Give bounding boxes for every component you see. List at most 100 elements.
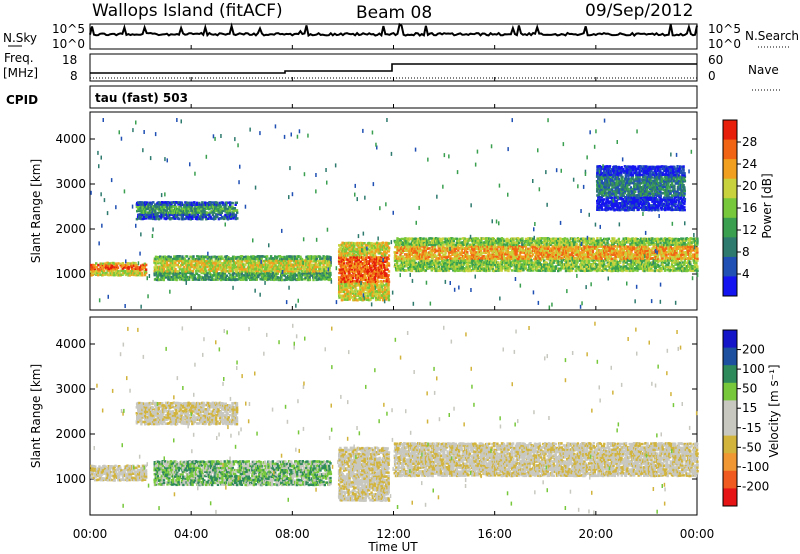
data-cell — [362, 286, 365, 290]
data-cell — [340, 294, 343, 298]
data-cell — [387, 250, 390, 253]
data-cell — [338, 244, 341, 247]
data-cell — [97, 273, 100, 277]
data-cell — [197, 217, 201, 221]
data-cell — [380, 274, 384, 278]
data-cell — [191, 276, 194, 279]
data-cell — [377, 258, 380, 261]
data-cell — [113, 263, 116, 267]
data-cell — [255, 257, 258, 261]
nsearch-tick-bottom: 10^0 — [708, 37, 741, 51]
data-cell — [354, 286, 357, 289]
data-cell — [362, 270, 365, 273]
data-cell — [248, 271, 252, 275]
data-cell — [256, 265, 260, 268]
data-cell — [187, 213, 190, 217]
data-cell — [369, 254, 372, 257]
data-cell — [108, 267, 111, 271]
data-cell — [156, 255, 160, 259]
data-cell — [358, 254, 362, 257]
data-cell — [346, 296, 349, 299]
data-cell — [147, 203, 150, 206]
data-cell — [285, 264, 288, 267]
data-cell — [93, 266, 96, 269]
data-cell — [265, 276, 269, 279]
data-cell — [193, 201, 196, 204]
data-cell — [132, 273, 136, 277]
data-cell — [369, 290, 372, 293]
data-cell — [343, 268, 347, 271]
data-cell — [355, 268, 358, 271]
data-cell — [145, 271, 148, 275]
data-cell — [345, 294, 348, 297]
data-cell — [313, 273, 316, 277]
data-cell — [371, 260, 374, 264]
data-cell — [420, 269, 423, 272]
data-cell — [226, 213, 229, 216]
data-cell — [169, 255, 172, 259]
data-cell — [339, 268, 342, 272]
data-cell — [349, 260, 352, 264]
data-cell — [498, 245, 501, 248]
data-cell — [235, 257, 238, 260]
data-cell — [387, 264, 391, 267]
data-cell — [361, 274, 364, 277]
data-cell — [189, 207, 192, 210]
data-cell — [340, 266, 343, 269]
freq-tick-top: 18 — [62, 53, 77, 67]
data-cell — [338, 288, 341, 291]
data-cell — [178, 271, 182, 275]
data-cell — [182, 275, 185, 279]
freq-unit: [MHz] — [3, 66, 38, 80]
data-cell — [287, 271, 290, 275]
data-cell — [327, 265, 330, 269]
data-cell — [203, 215, 206, 218]
data-cell — [367, 262, 371, 265]
data-cell — [171, 261, 175, 265]
data-cell — [252, 270, 255, 273]
data-cell — [115, 273, 118, 277]
data-cell — [380, 290, 383, 293]
nsky-tick-bottom: 10^0 — [52, 37, 85, 51]
data-cell — [356, 247, 359, 251]
data-cell — [349, 296, 352, 299]
data-cell — [283, 259, 286, 263]
data-cell — [236, 268, 239, 271]
data-cell — [357, 258, 360, 262]
data-cell — [350, 246, 353, 249]
data-cell — [337, 282, 341, 285]
data-cell — [279, 262, 283, 265]
data-cell — [355, 282, 358, 285]
data-cell — [351, 292, 355, 295]
data-cell — [476, 237, 480, 240]
data-cell — [187, 270, 191, 273]
data-cell — [510, 269, 514, 272]
data-cell — [194, 205, 197, 208]
data-cell — [435, 265, 438, 268]
data-cell — [374, 294, 378, 297]
data-cell — [320, 270, 323, 273]
data-cell — [229, 266, 232, 269]
data-cell — [381, 245, 384, 249]
data-cell — [290, 257, 293, 260]
data-cell — [544, 269, 547, 273]
data-cell — [387, 257, 390, 261]
data-cell — [358, 290, 361, 293]
data-cell — [373, 251, 377, 255]
data-cell — [215, 205, 218, 208]
data-cell — [259, 267, 262, 271]
data-cell — [182, 203, 186, 207]
data-cell — [530, 259, 533, 262]
data-cell — [213, 255, 216, 258]
data-cell — [329, 278, 332, 281]
data-cell — [97, 263, 100, 267]
data-cell — [380, 280, 383, 283]
data-cell — [142, 209, 146, 213]
data-cell — [166, 201, 170, 204]
data-cell — [200, 209, 203, 213]
data-cell — [194, 213, 197, 217]
data-cell — [104, 273, 107, 276]
data-cell — [105, 272, 108, 275]
data-cell — [203, 263, 207, 267]
data-cell — [233, 209, 236, 212]
